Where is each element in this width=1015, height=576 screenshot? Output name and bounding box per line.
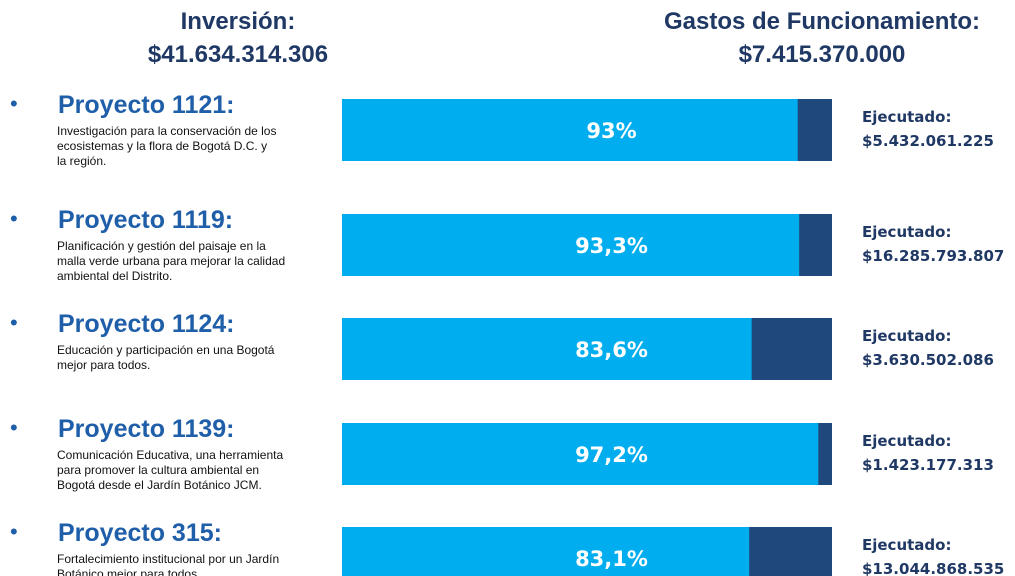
project-description: Educación y participación en una Bogotá <box>57 343 275 357</box>
project-description: ecosistemas y la flora de Bogotá D.C. y <box>57 139 267 153</box>
executed-amount: $1.423.177.313 <box>862 456 994 474</box>
executed-label: Ejecutado: <box>862 223 951 241</box>
value-label: 93% <box>586 119 636 143</box>
header-label: Gastos de Funcionamiento: <box>664 8 980 35</box>
bullet: • <box>10 206 18 231</box>
project-description: la región. <box>57 154 106 168</box>
header-label: Inversión: <box>181 8 296 35</box>
bar <box>342 99 798 161</box>
project-title: Proyecto 1124: <box>58 310 235 338</box>
bar <box>342 527 750 576</box>
executed-amount: $5.432.061.225 <box>862 132 994 150</box>
executed-label: Ejecutado: <box>862 432 951 450</box>
executed-amount: $16.285.793.807 <box>862 247 1004 265</box>
executed-label: Ejecutado: <box>862 327 951 345</box>
project-description: Planificación y gestión del paisaje en l… <box>57 239 266 253</box>
project-title: Proyecto 1139: <box>58 415 235 443</box>
bar <box>342 214 800 276</box>
bullet: • <box>10 415 18 440</box>
bar <box>342 318 752 380</box>
value-label: 93,3% <box>575 234 648 258</box>
header-amount: $7.415.370.000 <box>739 41 906 68</box>
project-title: Proyecto 315: <box>58 519 222 547</box>
header-amount: $41.634.314.306 <box>148 41 328 68</box>
bullet: • <box>10 91 18 116</box>
value-label: 83,6% <box>575 338 648 362</box>
project-description: mejor para todos. <box>57 358 150 372</box>
project-description: para promover la cultura ambiental en <box>57 463 259 477</box>
project-title: Proyecto 1119: <box>58 206 233 234</box>
executed-label: Ejecutado: <box>862 536 951 554</box>
bar <box>342 423 819 485</box>
project-description: ambiental del Distrito. <box>57 269 172 283</box>
executed-amount: $13.044.868.535 <box>862 560 1004 576</box>
executed-amount: $3.630.502.086 <box>862 351 994 369</box>
bullet: • <box>10 519 18 544</box>
project-description: malla verde urbana para mejorar la calid… <box>57 254 285 268</box>
project-title: Proyecto 1121: <box>58 91 235 119</box>
project-description: Fortalecimiento institucional por un Jar… <box>57 552 279 566</box>
project-description: Comunicación Educativa, una herramienta <box>57 448 283 462</box>
project-description: Bogotá desde el Jardín Botánico JCM. <box>57 478 262 492</box>
project-description: Botánico mejor para todos. <box>57 567 200 576</box>
executed-label: Ejecutado: <box>862 108 951 126</box>
value-label: 83,1% <box>575 547 648 571</box>
project-description: Investigación para la conservación de lo… <box>57 124 276 138</box>
bullet: • <box>10 310 18 335</box>
value-label: 97,2% <box>575 443 648 467</box>
